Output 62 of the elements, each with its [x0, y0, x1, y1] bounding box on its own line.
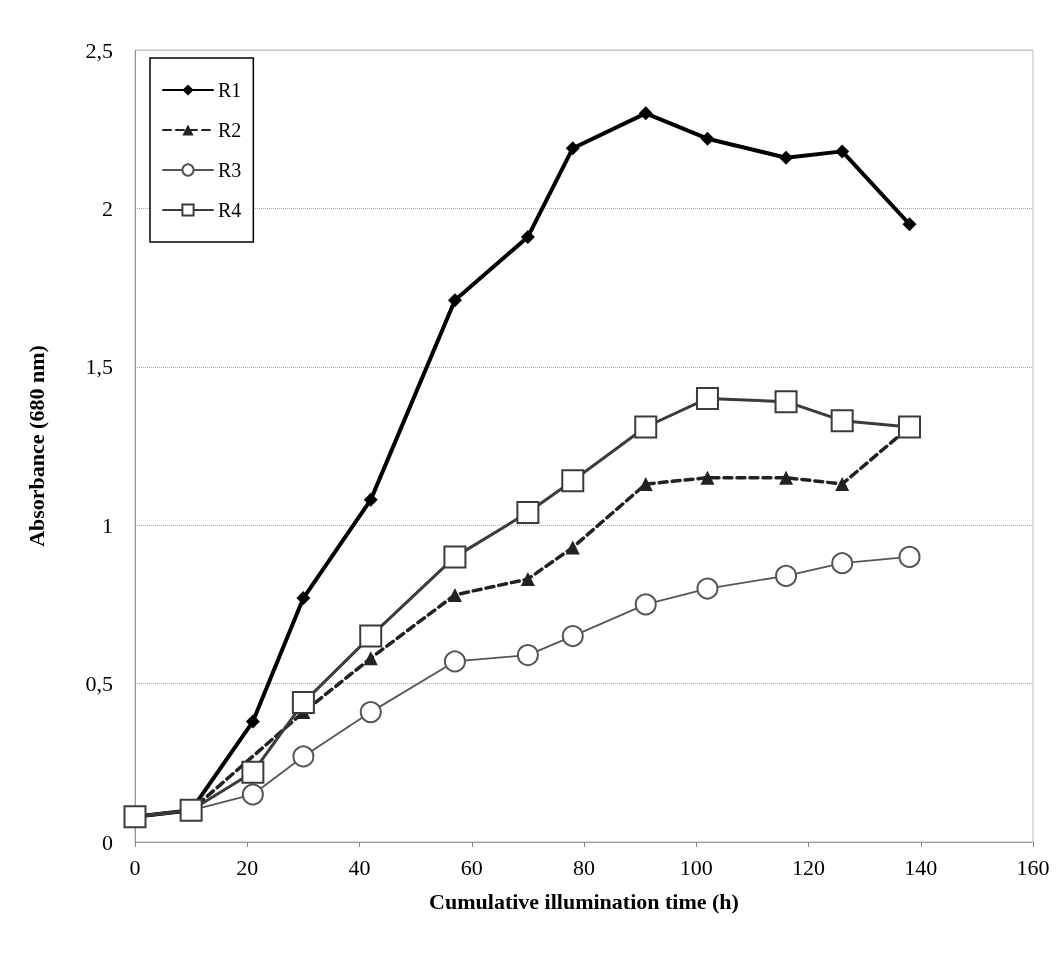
point — [638, 477, 653, 492]
x-tick-label: 20 — [236, 854, 259, 880]
point — [359, 624, 383, 648]
point — [292, 745, 315, 768]
y-tick-label: 2 — [102, 195, 113, 221]
point — [835, 144, 850, 159]
y-tick-label: 2,5 — [85, 37, 113, 63]
point — [779, 150, 794, 165]
point — [634, 593, 657, 616]
x-tick-label: 80 — [573, 854, 595, 880]
point — [902, 217, 917, 232]
x-axis-title: Cumulative illumination time (h) — [429, 888, 739, 914]
point — [634, 415, 658, 439]
point — [359, 701, 382, 724]
y-tick-label: 1,5 — [85, 354, 113, 380]
point — [520, 572, 535, 587]
point — [898, 545, 921, 568]
point — [898, 415, 922, 439]
point — [561, 469, 585, 493]
point — [363, 651, 378, 666]
point — [835, 477, 850, 492]
legend-label: R1 — [218, 79, 242, 101]
y-tick-label: 0,5 — [85, 671, 113, 697]
point — [363, 492, 378, 507]
point — [696, 577, 719, 600]
x-tick-label: 120 — [792, 854, 825, 880]
point — [241, 760, 265, 784]
point — [520, 229, 535, 244]
point — [245, 714, 260, 729]
point — [447, 587, 462, 602]
legend-label: R4 — [218, 199, 242, 221]
point — [443, 545, 467, 569]
point — [296, 591, 311, 606]
x-tick-label: 140 — [904, 854, 938, 880]
x-tick-label: 40 — [348, 854, 371, 880]
y-tick-label: 1 — [102, 512, 113, 538]
point — [774, 390, 798, 414]
point — [516, 644, 539, 667]
x-tick-label: 60 — [460, 854, 483, 880]
point — [241, 783, 264, 806]
point — [638, 106, 653, 121]
point — [830, 409, 854, 433]
point — [779, 470, 794, 485]
point — [831, 552, 854, 575]
point — [700, 470, 715, 485]
y-tick-label: 0 — [102, 829, 113, 855]
point — [695, 386, 719, 410]
point — [291, 691, 315, 715]
point — [516, 501, 540, 525]
legend-label: R3 — [218, 159, 242, 181]
point — [775, 564, 798, 587]
x-tick-label: 160 — [1016, 854, 1050, 880]
point — [447, 293, 462, 308]
y-axis-title: Absorbance (680 nm) — [23, 345, 49, 547]
point — [700, 131, 715, 146]
x-tick-label: 0 — [129, 854, 141, 880]
point — [443, 650, 466, 673]
x-tick-label: 100 — [679, 854, 713, 880]
point — [561, 625, 584, 648]
legend-label: R2 — [218, 119, 242, 141]
point — [565, 141, 580, 156]
point — [565, 540, 580, 555]
